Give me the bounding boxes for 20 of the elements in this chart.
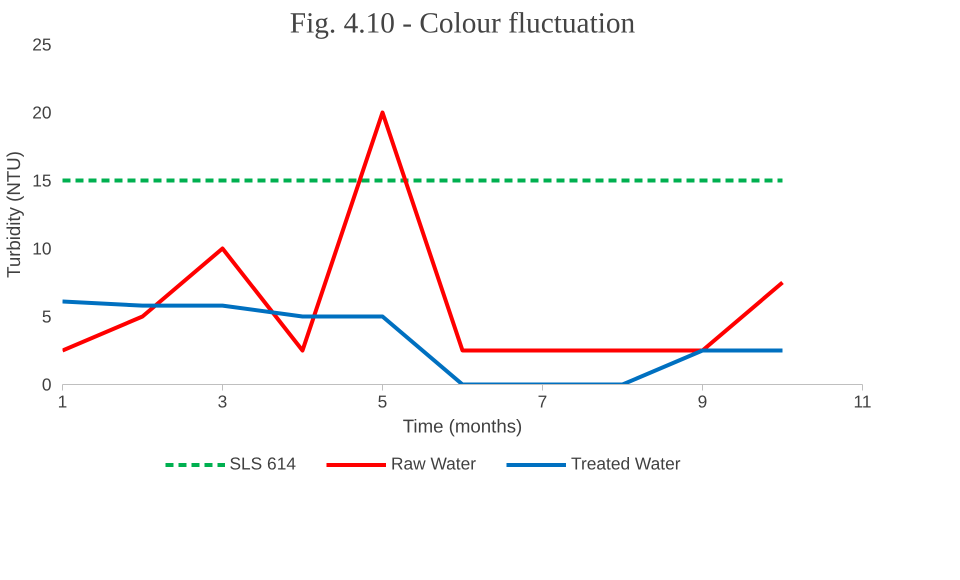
y-tick-label: 5 [42, 306, 52, 326]
line-series [62, 110, 784, 352]
y-axis-title: Turbidity (NTU) [3, 151, 24, 278]
x-tick-label: 3 [218, 392, 228, 412]
x-tick-label: 9 [698, 392, 708, 412]
x-tick-label: 1 [58, 392, 68, 412]
legend-label: SLS 614 [229, 454, 296, 474]
y-tick-label: 15 [32, 170, 52, 190]
x-tick-label: 5 [378, 392, 388, 412]
y-tick-label: 0 [42, 374, 52, 394]
chart-title: Fig. 4.10 - Colour fluctuation [290, 8, 636, 40]
line-series [62, 300, 784, 384]
legend-label: Raw Water [390, 454, 476, 474]
legend-label: Treated Water [571, 454, 681, 474]
y-tick-label: 10 [32, 238, 52, 258]
x-tick-label: 7 [538, 392, 548, 412]
y-tick-label: 20 [32, 102, 52, 122]
x-axis-title: Time (months) [402, 416, 522, 436]
y-tick-label: 25 [32, 34, 52, 54]
x-tick-label: 11 [854, 392, 872, 412]
